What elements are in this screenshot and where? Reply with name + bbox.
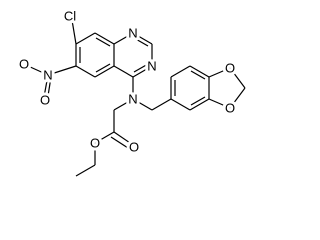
- atom-label: N: [147, 59, 156, 74]
- atom-label: O: [129, 140, 139, 155]
- structure-diagram: Cl N N N O O N O O O O: [16, 6, 246, 177]
- atom-labels: Cl N N N O O N O O O O: [16, 6, 238, 158]
- atom-label: Cl: [64, 9, 76, 24]
- atom-label: N: [128, 26, 137, 41]
- atom-label: O: [40, 93, 50, 108]
- atom-label: N: [43, 68, 52, 83]
- atom-label: O: [225, 101, 235, 116]
- bonds: [27, 19, 246, 177]
- atom-label: N: [128, 92, 137, 107]
- atom-label: O: [225, 61, 235, 76]
- atom-label: O: [19, 57, 29, 72]
- atom-label: O: [90, 136, 100, 151]
